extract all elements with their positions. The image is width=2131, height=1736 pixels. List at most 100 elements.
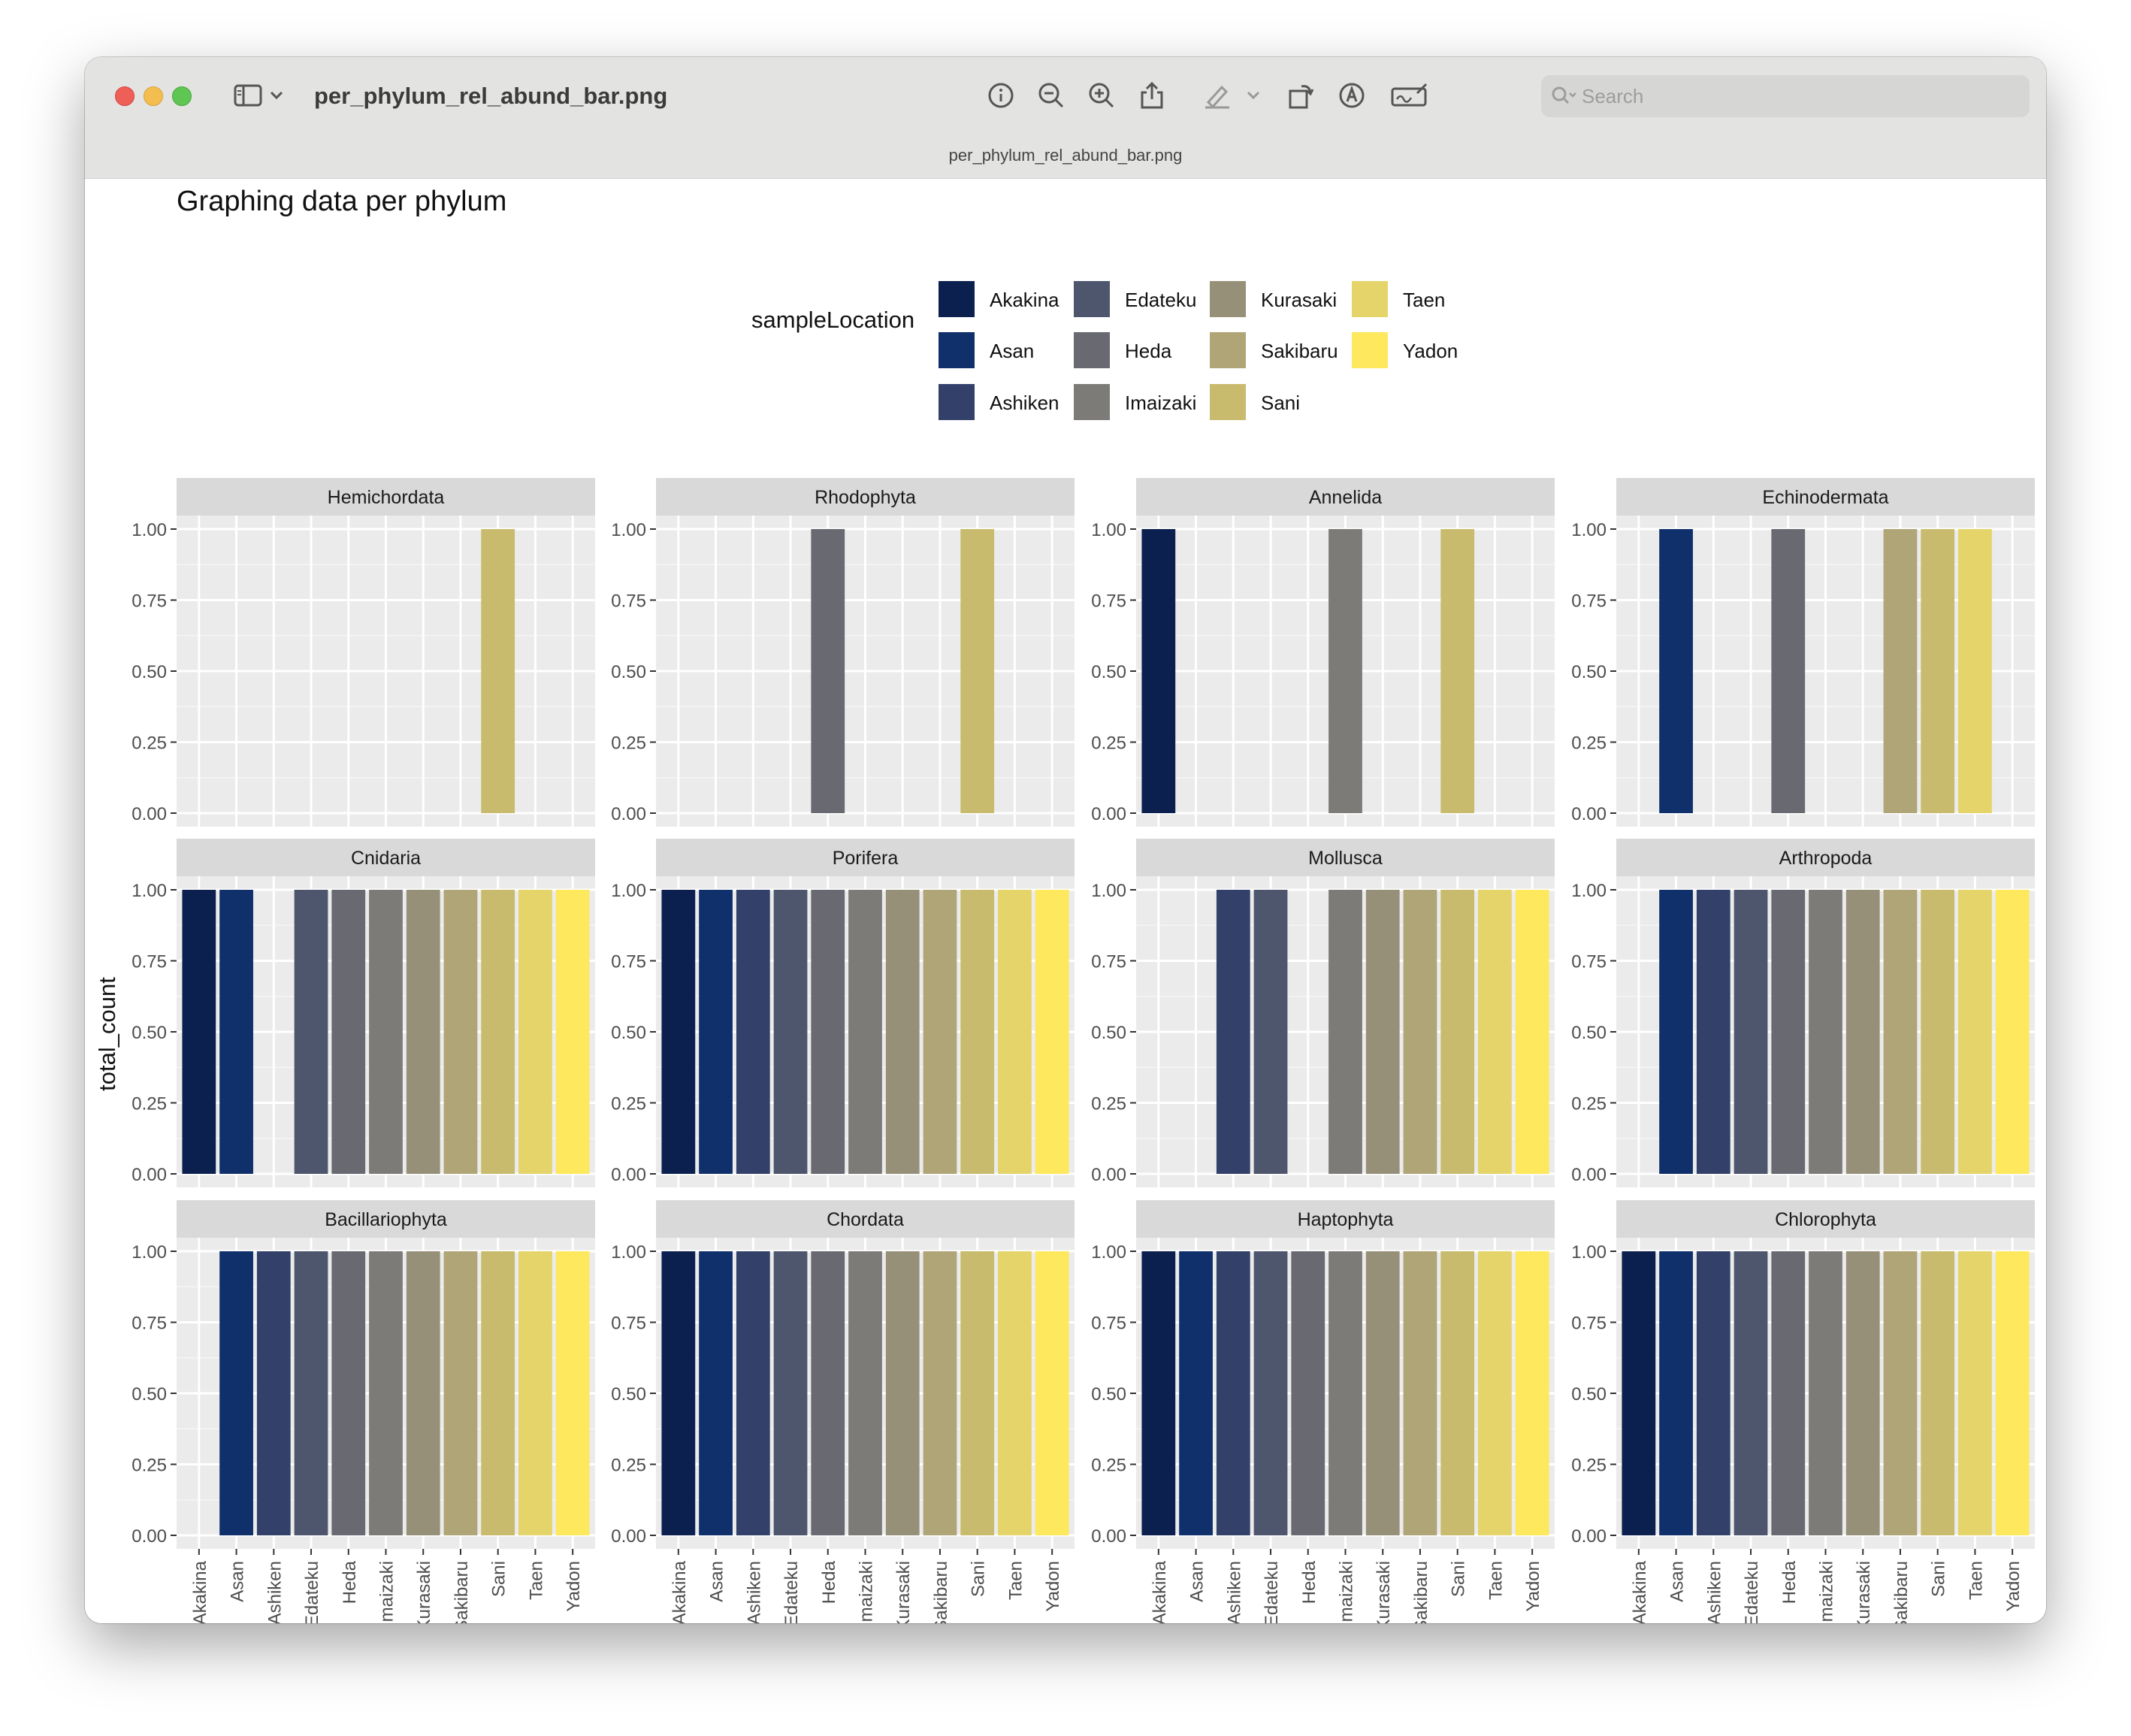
y-tick-label: 1.00 <box>1571 520 1607 540</box>
chart-title: Graphing data per phylum <box>177 186 506 217</box>
legend-label-yadon: Yadon <box>1403 340 1458 362</box>
legend-label-imaizaki: Imaizaki <box>1125 392 1196 414</box>
bar-bacillariophyta-heda <box>331 1251 366 1535</box>
x-tick-label-heda: Heda <box>340 1560 360 1604</box>
x-tick-label-sakibaru: Sakibaru <box>931 1561 951 1623</box>
document-subtitle: per_phylum_rel_abund_bar.png <box>948 146 1183 165</box>
bar-chlorophyta-yadon <box>1995 1251 2030 1535</box>
bar-bacillariophyta-taen <box>518 1251 552 1535</box>
bar-chordata-edateku <box>773 1251 808 1535</box>
y-tick-label: 0.75 <box>1571 591 1607 612</box>
bar-chlorophyta-akakina <box>1622 1251 1656 1535</box>
window-title: per_phylum_rel_abund_bar.png <box>314 83 668 109</box>
x-tick-label-heda: Heda <box>1779 1560 1800 1604</box>
x-tick-label-taen: Taen <box>526 1561 546 1600</box>
rotate-icon[interactable] <box>1284 80 1317 111</box>
y-tick-label: 1.00 <box>131 1242 167 1263</box>
bar-haptophyta-kurasaki <box>1365 1251 1400 1535</box>
bar-annelida-akakina <box>1141 529 1176 813</box>
legend-key-sani <box>1210 384 1246 420</box>
x-tick-label-yadon: Yadon <box>564 1561 584 1612</box>
y-tick-label: 0.50 <box>1571 662 1607 682</box>
x-tick-label-yadon: Yadon <box>1523 1561 1543 1612</box>
facet-strip-annelida <box>1136 478 1555 516</box>
y-tick-label: 0.00 <box>1571 1165 1607 1185</box>
sidebar-icon[interactable] <box>231 80 264 111</box>
bar-porifera-sakibaru <box>923 890 957 1174</box>
bar-cnidaria-edateku <box>294 890 328 1174</box>
x-tick-label-kurasaki: Kurasaki <box>1374 1561 1394 1623</box>
bar-haptophyta-heda <box>1291 1251 1325 1535</box>
search-input[interactable] <box>1582 75 2018 117</box>
close-button[interactable] <box>115 86 135 106</box>
y-tick-label: 0.75 <box>1571 1314 1607 1334</box>
y-tick-label: 0.25 <box>1571 1456 1607 1476</box>
zoom-out-icon[interactable] <box>1035 80 1068 111</box>
bar-rhodophyta-sani <box>960 529 995 813</box>
bar-bacillariophyta-ashiken <box>256 1251 291 1535</box>
x-tick-label-sani: Sani <box>489 1561 509 1597</box>
bar-chlorophyta-taen <box>1958 1251 1992 1535</box>
x-tick-label-sakibaru: Sakibaru <box>1411 1561 1431 1623</box>
bar-mollusca-sani <box>1440 890 1475 1174</box>
bar-chordata-asan <box>699 1251 733 1535</box>
x-tick-label-edateku: Edateku <box>1262 1561 1282 1623</box>
x-tick-label-yadon: Yadon <box>2003 1561 2024 1612</box>
legend-label-sani: Sani <box>1261 392 1300 414</box>
y-tick-label: 0.00 <box>1571 804 1607 824</box>
image-canvas: Graphing data per phylum sampleLocation Ak… <box>85 179 2046 1623</box>
y-tick-label: 0.25 <box>1571 1094 1607 1114</box>
y-tick-label: 1.00 <box>611 1242 646 1263</box>
bar-porifera-taen <box>998 890 1032 1174</box>
x-tick-label-kurasaki: Kurasaki <box>893 1561 914 1623</box>
y-tick-label: 0.75 <box>1091 1314 1126 1334</box>
bar-chordata-imaizaki <box>848 1251 882 1535</box>
search-field[interactable] <box>1541 75 2030 117</box>
facet-label-chlorophyta: Chlorophyta <box>1775 1209 1876 1230</box>
facet-label-chordata: Chordata <box>827 1209 904 1230</box>
chevron-down-icon[interactable] <box>265 80 288 111</box>
facet-label-annelida: Annelida <box>1309 487 1382 508</box>
minimize-button[interactable] <box>144 86 163 106</box>
y-tick-label: 1.00 <box>1091 520 1126 540</box>
legend-key-heda <box>1074 332 1110 368</box>
zoom-in-icon[interactable] <box>1085 80 1118 111</box>
bar-chlorophyta-kurasaki <box>1845 1251 1880 1535</box>
fullscreen-button[interactable] <box>172 86 192 106</box>
legend-key-yadon <box>1352 332 1388 368</box>
y-tick-label: 0.75 <box>131 1314 167 1334</box>
x-tick-label-sani: Sani <box>1449 1561 1469 1597</box>
y-tick-label: 0.25 <box>131 1094 167 1114</box>
preview-window: per_phylum_rel_abund_bar.png <box>85 57 2046 1623</box>
y-tick-label: 0.50 <box>1091 1023 1126 1043</box>
signature-icon[interactable] <box>1389 80 1430 111</box>
y-tick-label: 0.00 <box>1091 1526 1126 1547</box>
x-tick-label-asan: Asan <box>1667 1561 1688 1602</box>
bar-echinodermata-sakibaru <box>1883 529 1918 813</box>
y-tick-label: 0.75 <box>131 591 167 612</box>
markup-icon[interactable] <box>1335 80 1368 111</box>
faceted-bar-chart: Graphing data per phylum sampleLocation Ak… <box>94 186 2035 1623</box>
bar-cnidaria-sakibaru <box>443 890 478 1174</box>
bar-arthropoda-asan <box>1659 890 1693 1174</box>
info-icon[interactable] <box>984 80 1017 111</box>
legend-title: sampleLocation <box>751 307 914 333</box>
y-tick-label: 1.00 <box>1571 1242 1607 1263</box>
bar-cnidaria-kurasaki <box>406 890 440 1174</box>
bar-haptophyta-imaizaki <box>1328 1251 1362 1535</box>
bar-mollusca-yadon <box>1515 890 1549 1174</box>
facet-strip-porifera <box>656 839 1075 876</box>
bar-mollusca-sakibaru <box>1403 890 1437 1174</box>
x-tick-label-asan: Asan <box>707 1561 727 1602</box>
bar-arthropoda-ashiken <box>1696 890 1730 1174</box>
legend-key-asan <box>939 332 975 368</box>
x-tick-label-yadon: Yadon <box>1043 1561 1063 1612</box>
highlight-icon[interactable] <box>1201 80 1234 111</box>
y-tick-label: 0.00 <box>131 804 167 824</box>
y-tick-label: 0.50 <box>131 1384 167 1405</box>
chevron-down-icon[interactable] <box>1242 80 1265 111</box>
x-tick-label-taen: Taen <box>1486 1561 1506 1600</box>
bar-mollusca-ashiken <box>1216 890 1250 1174</box>
share-icon[interactable] <box>1135 80 1168 111</box>
bar-arthropoda-heda <box>1771 890 1806 1174</box>
